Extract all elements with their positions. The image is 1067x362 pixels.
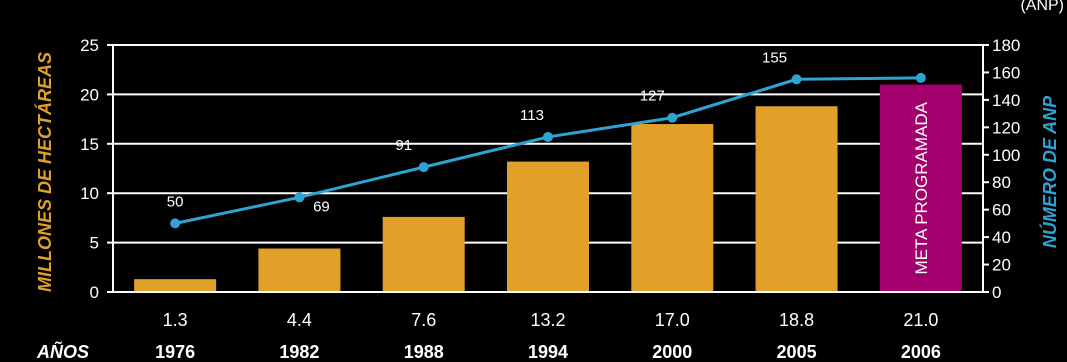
count-point (418, 162, 429, 173)
value-label: 1.3 (163, 310, 188, 330)
y-tick-label: 25 (80, 36, 99, 55)
count-point (791, 74, 802, 85)
year-label: 2005 (777, 342, 817, 362)
bars (134, 84, 962, 293)
bar (134, 279, 217, 292)
count-label: 69 (313, 198, 330, 215)
y2-tick-label: 40 (992, 228, 1011, 247)
count-label: 113 (520, 107, 544, 124)
corner-label: (ANP) (1020, 0, 1064, 14)
count-series (170, 72, 926, 229)
labels: 50 69 91 113 127 155 1.3 4.4 7.6 13.2 17.0 18.8 21.0… (155, 49, 941, 362)
bar-target (879, 84, 962, 293)
bar (755, 106, 838, 292)
count-point (170, 218, 181, 229)
y-tick-label: 5 (90, 234, 99, 253)
bar (382, 216, 465, 292)
y2-tick-label: 80 (992, 173, 1011, 192)
bar (507, 161, 589, 292)
year-label: 1982 (279, 342, 319, 362)
y2-tick-label: 100 (992, 146, 1020, 165)
year-label: 1994 (528, 342, 568, 362)
y-tick-label: 10 (80, 184, 99, 203)
x-axis-title: AÑOS (36, 341, 89, 362)
count-label: 127 (640, 88, 665, 105)
y2-tick-label: 60 (992, 201, 1011, 220)
y-tick-label: 15 (80, 135, 99, 154)
value-label: 21.0 (903, 310, 938, 330)
y2-tick-label: 0 (992, 283, 1001, 302)
y2-axis-title: NÚMERO DE ANP (1039, 95, 1060, 248)
count-point (294, 192, 305, 203)
y2-tick-label: 140 (992, 91, 1020, 110)
bar (258, 248, 341, 292)
y2-tick-label: 160 (992, 63, 1020, 82)
target-label: META PROGRAMADA (912, 101, 931, 274)
y-axis-title: MILLONES DE HECTÁREAS (34, 52, 55, 292)
y2-tick-label: 120 (992, 118, 1020, 137)
y2-tick-label: 20 (992, 256, 1011, 275)
bar (631, 124, 714, 292)
year-label: 2000 (652, 342, 692, 362)
y-tick-label: 0 (90, 283, 99, 302)
value-label: 4.4 (287, 310, 312, 330)
count-label: 155 (762, 49, 787, 66)
count-point (543, 131, 553, 142)
y-tick-label: 20 (80, 85, 99, 104)
year-label: 1988 (404, 342, 444, 362)
value-label: 18.8 (779, 310, 814, 330)
count-point (667, 112, 678, 123)
y2-tick-label: 180 (992, 36, 1020, 55)
count-label: 50 (167, 193, 184, 210)
year-label: 2006 (901, 342, 941, 362)
year-label: 1976 (155, 342, 195, 362)
value-label: 17.0 (655, 310, 690, 330)
gridlines (113, 44, 983, 244)
value-label: 13.2 (530, 310, 565, 330)
value-label: 7.6 (411, 310, 436, 330)
count-label: 91 (395, 137, 412, 154)
axes: 0 5 10 15 20 25 0 20 40 60 80 100 120 140 160 180 (80, 36, 1020, 302)
count-point (915, 72, 926, 83)
